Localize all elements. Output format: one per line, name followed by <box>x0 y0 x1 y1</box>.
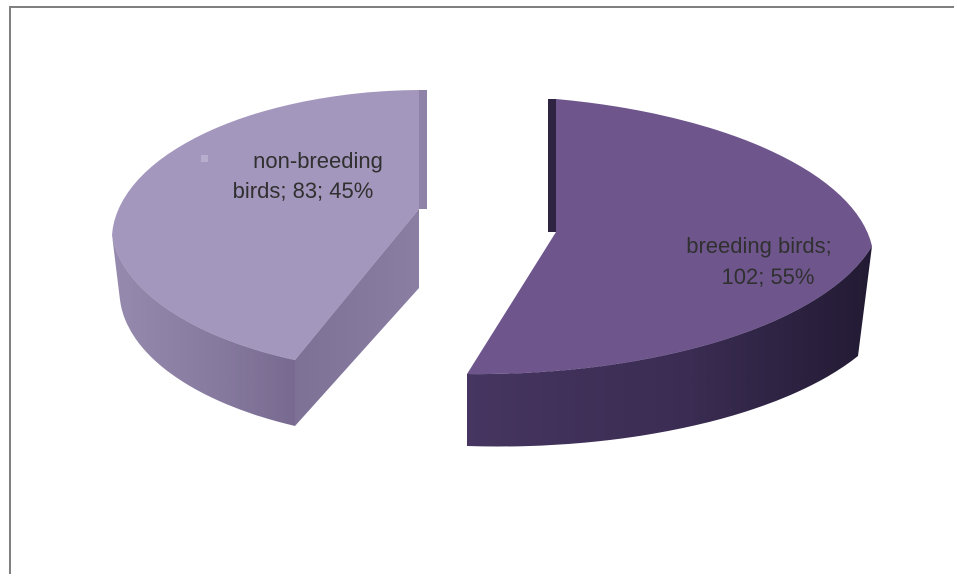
data-label-non-breeding-line1: non-breeding <box>253 148 383 173</box>
pie-slice-breeding <box>467 99 872 447</box>
data-label-non-breeding: non-breeding birds; 83; 45% <box>201 148 383 203</box>
pie-slice-non-breeding <box>112 90 427 426</box>
data-label-breeding-line1: breeding birds; <box>686 233 832 258</box>
data-label-breeding-line2: 102; 55% <box>722 264 815 289</box>
data-label-non-breeding-line2: birds; 83; 45% <box>233 178 374 203</box>
data-label-breeding: breeding birds; 102; 55% <box>686 233 832 289</box>
legend-key-icon <box>201 155 208 162</box>
